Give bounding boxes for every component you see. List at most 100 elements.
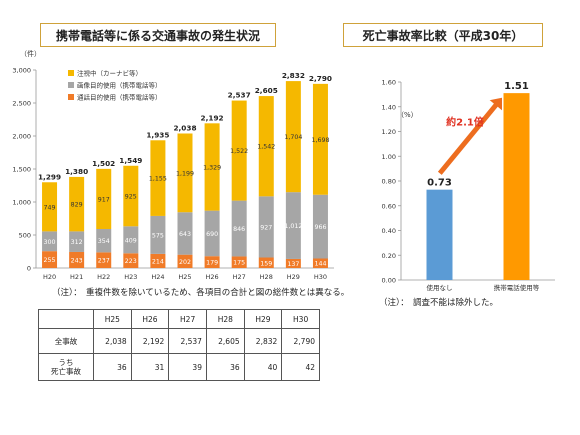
- bar-segment: [285, 258, 301, 268]
- segment-value-label: 312: [71, 239, 83, 246]
- y-tick-label: 0.20: [382, 252, 396, 260]
- legend-swatch: [68, 82, 74, 88]
- table-cell: 36: [93, 353, 132, 381]
- bar-segment: [123, 226, 139, 254]
- table-row-label: うち 死亡事故: [38, 353, 94, 381]
- total-value-label: 1,935: [146, 130, 169, 139]
- x-tick-label: H21: [70, 273, 83, 281]
- total-value-label: 2,832: [282, 71, 305, 80]
- left-chart-title: 携帯電話等に係る交通事故の発生状況: [40, 23, 276, 47]
- y-tick-label: 0.60: [382, 202, 396, 210]
- segment-value-label: 237: [98, 258, 110, 265]
- segment-value-label: 925: [125, 194, 137, 201]
- bar-segment: [258, 196, 274, 258]
- legend-swatch: [68, 94, 74, 100]
- bar-segment: [258, 257, 274, 268]
- bar-segment: [96, 228, 112, 253]
- bar-segment: [285, 192, 301, 259]
- segment-value-label: 846: [233, 226, 245, 233]
- table-cell: 2,192: [130, 328, 170, 354]
- segment-value-label: 927: [260, 224, 272, 231]
- y-tick-label: 0.80: [382, 178, 396, 186]
- segment-value-label: 179: [206, 260, 218, 267]
- bar-segment: [96, 252, 112, 268]
- y-tick-label: 2,000: [12, 133, 31, 141]
- x-tick-label: H24: [151, 273, 164, 281]
- bar-segment: [204, 256, 220, 268]
- x-tick-label: H26: [206, 273, 219, 281]
- table-row: 全事故 2,038 2,192 2,537 2,605 2,832 2,790: [38, 328, 320, 354]
- y-tick-label: 1,500: [12, 166, 31, 174]
- right-unit-label: （%）: [397, 111, 418, 119]
- x-tick-label: H28: [260, 273, 273, 281]
- total-value-label: 2,192: [201, 113, 224, 122]
- y-tick-label: 1.00: [382, 153, 396, 161]
- segment-value-label: 1,012: [284, 223, 302, 230]
- table-cell: 2,790: [281, 328, 320, 354]
- segment-value-label: 202: [179, 259, 191, 266]
- accident-table: H25 H26 H27 H28 H29 H30 全事故 2,038 2,192 …: [38, 309, 320, 381]
- y-tick-label: 0.40: [382, 227, 396, 235]
- table-header-cell: H29: [243, 309, 283, 329]
- segment-value-label: 690: [206, 231, 218, 238]
- total-value-label: 1,549: [119, 156, 142, 165]
- table-header-cell: H30: [281, 309, 320, 329]
- segment-value-label: 243: [71, 257, 83, 264]
- segment-value-label: 1,704: [284, 134, 302, 141]
- ratio-label: 約2.1倍: [446, 115, 484, 128]
- bar-segment: [231, 100, 247, 201]
- bar-segment: [177, 133, 193, 213]
- y-tick-label: 1.60: [382, 79, 396, 87]
- bar-segment: [312, 194, 328, 259]
- legend-entry: 画像目的使用（携帯電話等）: [77, 81, 162, 90]
- table-cell: 40: [243, 353, 283, 381]
- total-value-label: 1,299: [38, 172, 61, 181]
- segment-value-label: 175: [233, 260, 245, 267]
- y-tick-label: 3,000: [12, 67, 31, 75]
- segment-value-label: 255: [44, 257, 56, 264]
- segment-value-label: 137: [287, 261, 299, 268]
- table-header-row: H25 H26 H27 H28 H29 H30: [38, 309, 320, 329]
- y-tick-label: 2,500: [12, 100, 31, 108]
- table-header-cell: H25: [93, 309, 132, 329]
- segment-value-label: 575: [152, 232, 164, 239]
- legend-swatch: [68, 70, 74, 76]
- bar-segment: [123, 165, 139, 227]
- x-tick-label: H27: [233, 273, 246, 281]
- table-row-label-line: うち: [58, 358, 74, 367]
- total-value-label: 2,790: [309, 74, 332, 83]
- table-row: うち 死亡事故 36 31 39 36 40 42: [38, 353, 320, 381]
- y-tick-label: 1.20: [382, 128, 396, 136]
- bar-segment: [177, 212, 193, 255]
- table-cell: 2,038: [93, 328, 132, 354]
- segment-value-label: 1,542: [257, 144, 275, 151]
- bar-segment: [285, 81, 301, 193]
- segment-value-label: 749: [44, 204, 56, 211]
- left-unit-label: （件）: [20, 49, 41, 58]
- bar-value-label: 0.73: [427, 178, 452, 189]
- segment-value-label: 917: [98, 196, 110, 203]
- bar-segment: [204, 210, 220, 257]
- x-tick-label: H30: [314, 273, 327, 281]
- segment-value-label: 829: [71, 202, 83, 209]
- total-value-label: 1,502: [92, 159, 115, 168]
- right-chart-note: （注）： 調査不能は除外した。: [379, 298, 499, 308]
- table-cell: 2,605: [205, 328, 245, 354]
- segment-value-label: 144: [314, 261, 326, 268]
- death-rate-bar-chart: （%） 0.00 0.20 0.40 0.60 0.80 1.00 1.20 1.40 1.60…: [382, 79, 555, 292]
- x-tick-label: H23: [124, 273, 137, 281]
- bar-segment: [231, 200, 247, 257]
- segment-value-label: 159: [260, 260, 272, 267]
- left-chart-note: （注）： 重複件数を除いているため、各項目の合計と図の総件数とは異なる。: [52, 288, 350, 298]
- x-tick-label: H29: [287, 273, 300, 281]
- bar-segment: [204, 123, 220, 211]
- segment-value-label: 223: [125, 258, 137, 265]
- y-tick-label: 500: [19, 232, 31, 240]
- segment-value-label: 300: [44, 239, 56, 246]
- table-cell: 42: [281, 353, 320, 381]
- x-tick-label: 携帯電話使用等: [494, 283, 540, 292]
- bar-segment: [69, 231, 85, 252]
- segment-value-label: 1,698: [311, 137, 329, 144]
- total-value-label: 1,380: [65, 167, 88, 176]
- bar-segment: [258, 96, 274, 197]
